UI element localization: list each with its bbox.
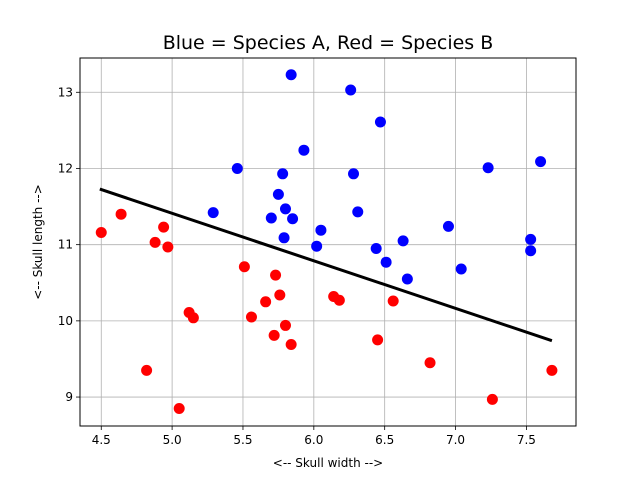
species-b-point bbox=[162, 241, 174, 253]
species-a-point bbox=[374, 116, 386, 128]
species-a-point bbox=[380, 256, 392, 268]
species-a-point bbox=[482, 162, 494, 174]
y-tick-label: 12 bbox=[58, 161, 73, 175]
species-b-point bbox=[238, 261, 250, 273]
species-a-point bbox=[401, 273, 413, 285]
species-a-point bbox=[311, 240, 323, 252]
species-a-point bbox=[315, 224, 327, 236]
species-b-point bbox=[333, 294, 345, 306]
y-axis-label: <-- Skull length --> bbox=[31, 184, 45, 300]
species-b-point bbox=[486, 393, 498, 405]
x-tick-label: 5.0 bbox=[163, 433, 182, 447]
species-a-point bbox=[370, 242, 382, 254]
species-a-point bbox=[525, 233, 537, 245]
x-tick-label: 4.5 bbox=[92, 433, 111, 447]
x-tick-label: 5.5 bbox=[233, 433, 252, 447]
species-a-point bbox=[207, 207, 219, 219]
plot-frame bbox=[79, 57, 577, 427]
x-tick-label: 6.0 bbox=[304, 433, 323, 447]
species-b-point bbox=[158, 221, 170, 233]
species-b-point bbox=[279, 319, 291, 331]
species-b-point bbox=[285, 338, 297, 350]
species-b-point bbox=[424, 357, 436, 369]
species-a-point bbox=[285, 69, 297, 81]
species-b-point bbox=[372, 334, 384, 346]
species-a-point bbox=[287, 213, 299, 225]
species-a-point bbox=[455, 263, 467, 275]
species-a-point bbox=[535, 156, 547, 168]
species-a-point bbox=[265, 212, 277, 224]
species-a-point bbox=[231, 162, 243, 174]
species-b-point bbox=[173, 402, 185, 414]
decision-boundary-line bbox=[99, 187, 553, 343]
grid bbox=[80, 58, 576, 426]
ticks: 4.5 5.0 5.5 6.0 6.5 7.0 7.5 9 10 11 12 13 bbox=[58, 85, 536, 447]
species-a-point bbox=[298, 144, 310, 156]
species-b-point bbox=[387, 295, 399, 307]
species-b-point bbox=[95, 226, 107, 238]
species-a-point bbox=[279, 203, 291, 215]
species-a-point bbox=[348, 168, 360, 180]
species-b-point bbox=[245, 311, 257, 323]
species-b-point bbox=[149, 236, 161, 248]
x-axis-label: <-- Skull width --> bbox=[273, 456, 383, 470]
species-a-point bbox=[277, 168, 289, 180]
points-layer bbox=[95, 69, 558, 414]
species-b-point bbox=[274, 289, 286, 301]
species-a-point bbox=[352, 206, 364, 218]
species-a-point bbox=[442, 220, 454, 232]
species-b-point bbox=[270, 269, 282, 281]
species-b-point bbox=[115, 208, 127, 220]
fit-line-layer bbox=[99, 187, 553, 343]
chart-title: Blue = Species A, Red = Species B bbox=[163, 32, 494, 54]
species-a-point bbox=[345, 84, 357, 96]
x-tick-label: 6.5 bbox=[375, 433, 394, 447]
y-tick-label: 10 bbox=[58, 314, 73, 328]
species-a-point bbox=[397, 235, 409, 247]
y-tick-label: 11 bbox=[58, 238, 73, 252]
y-tick-label: 13 bbox=[58, 85, 73, 99]
x-tick-label: 7.0 bbox=[446, 433, 465, 447]
y-tick-label: 9 bbox=[65, 390, 73, 404]
species-b-point bbox=[187, 312, 199, 324]
species-a-point bbox=[272, 188, 284, 200]
species-a-point bbox=[525, 245, 537, 257]
x-tick-label: 7.5 bbox=[517, 433, 536, 447]
species-b-point bbox=[260, 296, 272, 308]
species-b-point bbox=[268, 329, 280, 341]
species-a-point bbox=[278, 232, 290, 244]
species-b-point bbox=[141, 364, 153, 376]
species-b-point bbox=[546, 364, 558, 376]
